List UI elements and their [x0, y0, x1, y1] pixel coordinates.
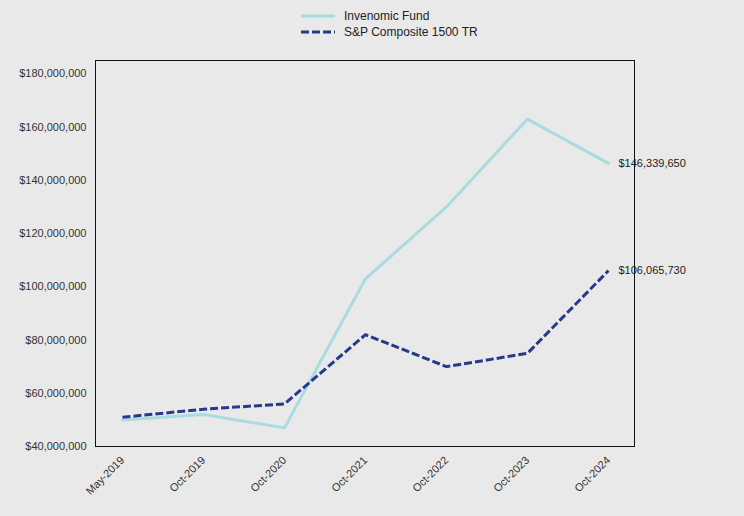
- svg-text:$140,000,000: $140,000,000: [19, 174, 86, 186]
- svg-text:$120,000,000: $120,000,000: [19, 227, 86, 239]
- svg-text:Oct-2019: Oct-2019: [167, 454, 207, 494]
- svg-text:Oct-2024: Oct-2024: [572, 454, 612, 494]
- html-text:S&P Composite 1500 TR: S&P Composite 1500 TR: [344, 25, 478, 39]
- svg-text:May-2019: May-2019: [83, 454, 126, 497]
- svg-text:$180,000,000: $180,000,000: [19, 67, 86, 79]
- svg-text:$106,065,730: $106,065,730: [619, 264, 686, 276]
- html-text:Invenomic Fund: Invenomic Fund: [344, 9, 430, 23]
- svg-text:$40,000,000: $40,000,000: [25, 440, 86, 452]
- svg-text:Oct-2020: Oct-2020: [248, 454, 288, 494]
- svg-text:$100,000,000: $100,000,000: [19, 280, 86, 292]
- svg-text:$60,000,000: $60,000,000: [25, 387, 86, 399]
- svg-text:Oct-2022: Oct-2022: [410, 454, 450, 494]
- svg-text:Oct-2023: Oct-2023: [491, 454, 531, 494]
- svg-text:$160,000,000: $160,000,000: [19, 121, 86, 133]
- svg-text:$80,000,000: $80,000,000: [25, 334, 86, 346]
- svg-text:Oct-2021: Oct-2021: [329, 454, 369, 494]
- svg-text:$146,339,650: $146,339,650: [619, 157, 686, 169]
